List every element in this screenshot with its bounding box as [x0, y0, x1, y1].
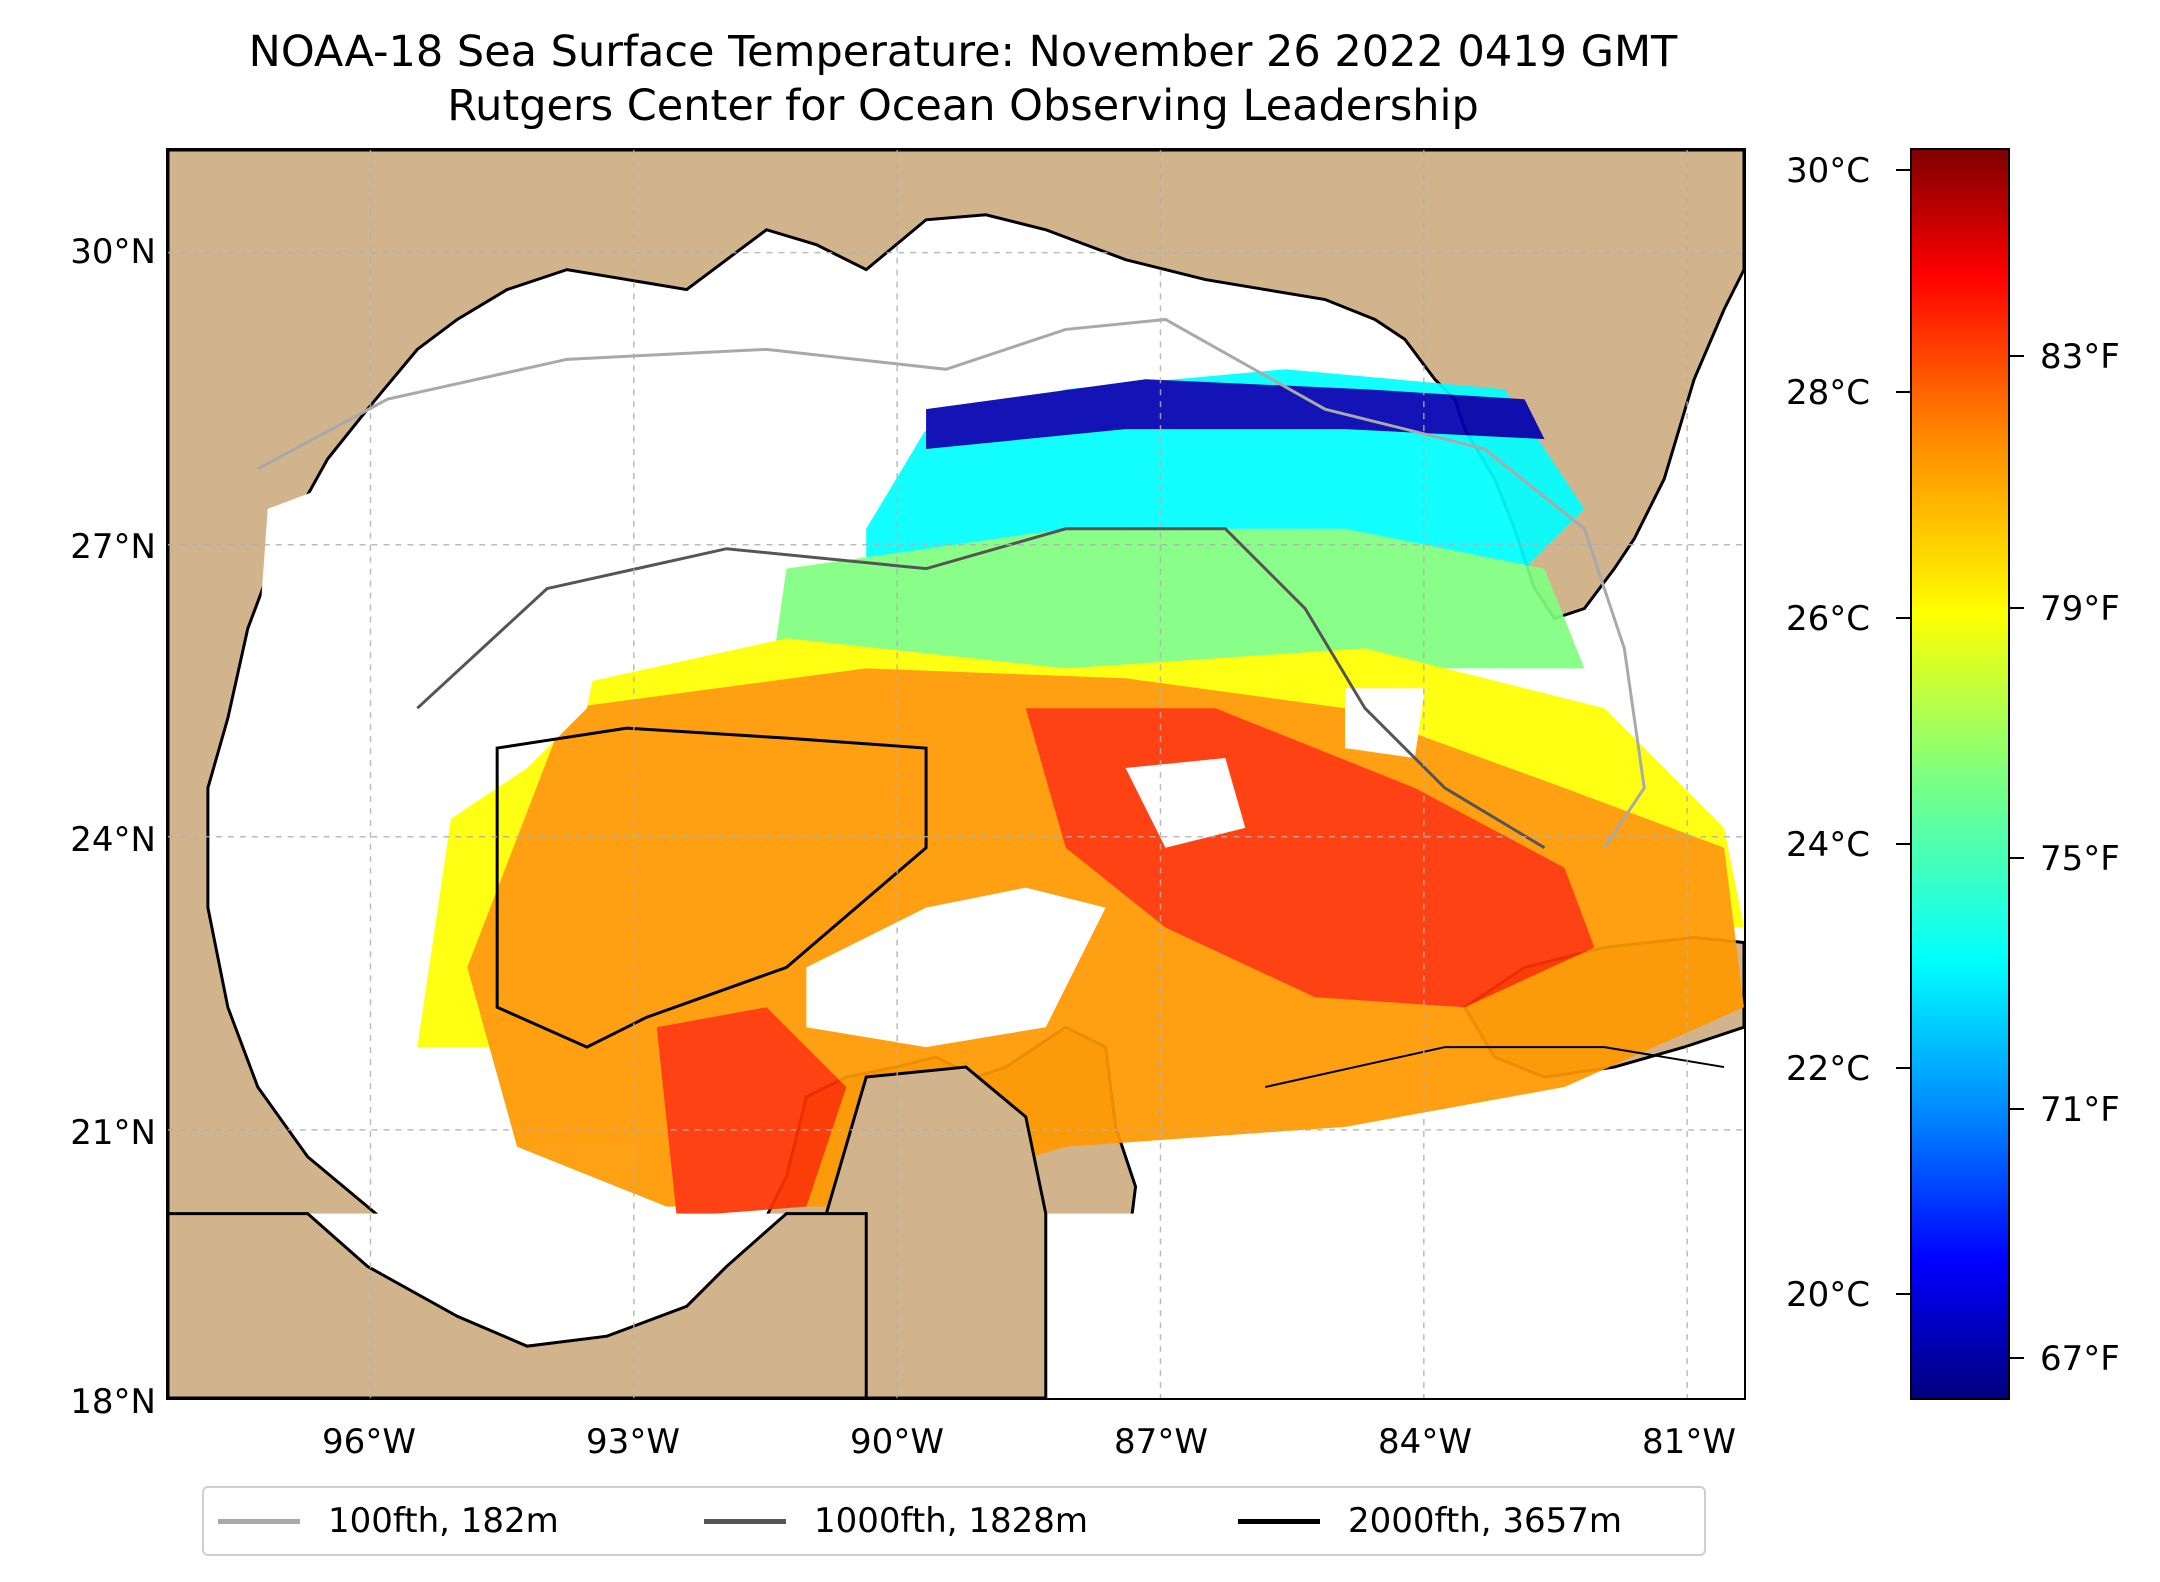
colorbar-tick: [1896, 617, 1910, 619]
legend-label: 2000fth, 3657m: [1348, 1501, 1623, 1541]
colorbar-label-20c: 20°C: [1786, 1275, 1871, 1315]
colorbar-tick: [1896, 1293, 1910, 1295]
colorbar-label-30c: 30°C: [1786, 151, 1871, 191]
temperature-colorbar: [1910, 148, 2010, 1400]
colorbar-label-83f: 83°F: [2040, 337, 2120, 377]
lon-label-93w: 93°W: [586, 1422, 680, 1462]
legend-item-2000fth: 2000fth, 3657m: [1238, 1488, 1622, 1554]
lon-label-90w: 90°W: [850, 1422, 944, 1462]
legend-item-100fth: 100fth, 182m: [218, 1488, 559, 1554]
sst-map-canvas: [168, 150, 1744, 1398]
bathymetry-legend: 100fth, 182m 1000fth, 1828m 2000fth, 365…: [202, 1486, 1706, 1556]
colorbar-label-67f: 67°F: [2040, 1339, 2120, 1379]
land-yucatan: [824, 1065, 1048, 1398]
legend-label: 100fth, 182m: [328, 1501, 559, 1541]
colorbar-label-71f: 71°F: [2040, 1090, 2120, 1130]
chart-subtitle: Rutgers Center for Ocean Observing Leade…: [447, 81, 1479, 131]
legend-label: 1000fth, 1828m: [814, 1501, 1089, 1541]
lat-label-24n: 24°N: [70, 820, 156, 860]
colorbar-label-28c: 28°C: [1786, 373, 1871, 413]
colorbar-label-75f: 75°F: [2040, 839, 2120, 879]
colorbar-label-22c: 22°C: [1786, 1049, 1871, 1089]
land-mexico-south: [168, 1212, 868, 1398]
sst-map: [166, 148, 1746, 1400]
colorbar-tick: [2010, 1357, 2024, 1359]
chart-title: NOAA-18 Sea Surface Temperature: Novembe…: [248, 27, 1678, 77]
lon-label-87w: 87°W: [1114, 1422, 1208, 1462]
lon-label-81w: 81°W: [1642, 1422, 1736, 1462]
colorbar-tick: [2010, 355, 2024, 357]
colorbar-tick: [2010, 857, 2024, 859]
colorbar-tick: [1896, 1067, 1910, 1069]
graticule: [168, 150, 1744, 1398]
colorbar-label-26c: 26°C: [1786, 599, 1871, 639]
colorbar-tick: [1896, 843, 1910, 845]
legend-item-1000fth: 1000fth, 1828m: [704, 1488, 1088, 1554]
colorbar-tick: [1896, 391, 1910, 393]
colorbar-tick: [2010, 1108, 2024, 1110]
lat-label-30n: 30°N: [70, 232, 156, 272]
bathymetry-contours: [257, 317, 1725, 1088]
lon-label-96w: 96°W: [322, 1422, 416, 1462]
lon-label-84w: 84°W: [1378, 1422, 1472, 1462]
colorbar-label-24c: 24°C: [1786, 825, 1871, 865]
colorbar-tick: [1896, 169, 1910, 171]
colorbar-label-79f: 79°F: [2040, 589, 2120, 629]
legend-swatch: [1238, 1518, 1320, 1524]
legend-swatch: [218, 1518, 300, 1524]
lat-label-27n: 27°N: [70, 527, 156, 567]
colorbar-tick: [2010, 607, 2024, 609]
lat-label-21n: 21°N: [70, 1113, 156, 1153]
legend-swatch: [704, 1518, 786, 1524]
lat-label-18n: 18°N: [70, 1382, 156, 1422]
